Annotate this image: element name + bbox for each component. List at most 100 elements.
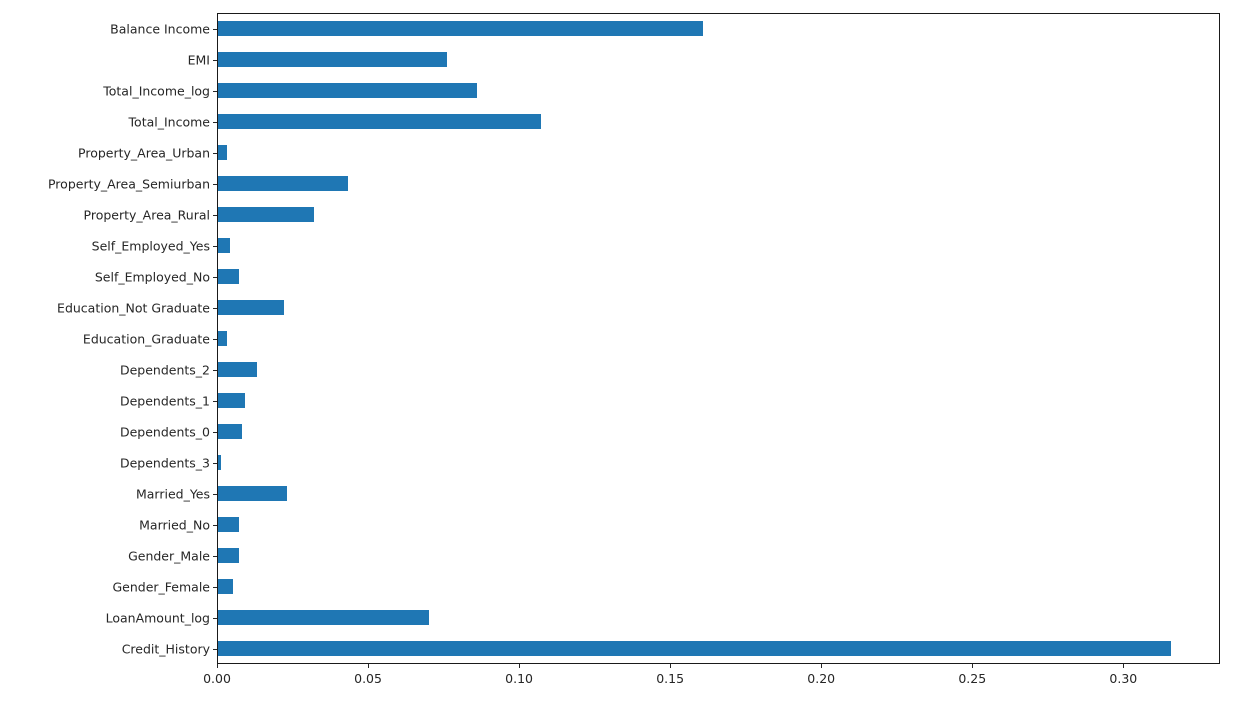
x-tick-mark xyxy=(1123,664,1125,668)
y-tick-mark xyxy=(213,431,217,433)
bar-row xyxy=(218,206,1219,223)
y-tick-label: Balance Income xyxy=(110,21,210,36)
bar-row xyxy=(218,20,1219,37)
bar-education-graduate xyxy=(218,330,228,347)
y-tick-mark xyxy=(213,307,217,309)
bar-emi xyxy=(218,51,448,68)
x-tick-mark xyxy=(519,664,521,668)
bar-row xyxy=(218,175,1219,192)
bar-row xyxy=(218,578,1219,595)
bar-loanamount-log xyxy=(218,609,430,626)
bar-total-income-log xyxy=(218,82,478,99)
bar-dependents-3 xyxy=(218,454,221,471)
x-tick-label: 0.10 xyxy=(505,671,534,686)
bar-row xyxy=(218,82,1219,99)
bar-credit-history xyxy=(218,640,1171,657)
bar-property-area-semiurban xyxy=(218,175,348,192)
y-tick-label: Self_Employed_No xyxy=(94,269,210,284)
y-tick-mark xyxy=(213,59,217,61)
bar-gender-male xyxy=(218,547,240,564)
bar-row xyxy=(218,268,1219,285)
y-tick-mark xyxy=(213,493,217,495)
y-tick-mark xyxy=(213,276,217,278)
bar-row xyxy=(218,609,1219,626)
bar-row xyxy=(218,423,1219,440)
x-tick-label: 0.25 xyxy=(958,671,987,686)
plot-area xyxy=(217,13,1220,664)
y-tick-label: Self_Employed_Yes xyxy=(91,238,210,253)
bar-self-employed-no xyxy=(218,268,240,285)
y-tick-label: Gender_Male xyxy=(128,548,210,563)
y-tick-label: Property_Area_Semiurban xyxy=(47,176,210,191)
x-tick-mark xyxy=(217,664,218,668)
y-tick-label: Gender_Female xyxy=(112,579,210,594)
y-tick-label: Education_Graduate xyxy=(82,331,210,346)
x-tick-label: 0.30 xyxy=(1109,671,1138,686)
bar-property-area-urban xyxy=(218,144,228,161)
bar-dependents-1 xyxy=(218,392,246,409)
y-tick-label: Credit_History xyxy=(121,641,210,656)
y-tick-mark xyxy=(213,214,217,216)
bar-married-yes xyxy=(218,485,288,502)
y-tick-mark xyxy=(213,369,217,371)
x-tick-label: 0.05 xyxy=(354,671,382,686)
bar-row xyxy=(218,516,1219,533)
bar-row xyxy=(218,237,1219,254)
bar-total-income xyxy=(218,113,541,130)
bar-property-area-rural xyxy=(218,206,315,223)
y-tick-mark xyxy=(213,648,217,650)
y-tick-label: EMI xyxy=(187,52,210,67)
y-tick-label: Total_Income_log xyxy=(103,83,210,98)
y-tick-label: Dependents_0 xyxy=(119,424,210,439)
y-tick-mark xyxy=(213,462,217,464)
bar-row xyxy=(218,640,1219,657)
y-tick-mark xyxy=(213,183,217,185)
y-tick-mark xyxy=(213,245,217,247)
x-tick-mark xyxy=(368,664,370,668)
y-tick-mark xyxy=(213,400,217,402)
x-tick-mark xyxy=(972,664,974,668)
y-tick-mark xyxy=(213,90,217,92)
x-tick-label: 0.00 xyxy=(203,671,231,686)
y-tick-mark xyxy=(213,586,217,588)
y-tick-label: Married_No xyxy=(139,517,210,532)
bar-balance-income xyxy=(218,20,704,37)
y-tick-label: Married_Yes xyxy=(135,486,210,501)
bar-married-no xyxy=(218,516,240,533)
bar-education-not-graduate xyxy=(218,299,285,316)
y-tick-mark xyxy=(213,524,217,526)
bar-row xyxy=(218,392,1219,409)
y-tick-label: Dependents_1 xyxy=(119,393,210,408)
y-tick-mark xyxy=(213,121,217,123)
x-tick-mark xyxy=(821,664,823,668)
y-tick-label: Education_Not Graduate xyxy=(57,300,210,315)
bar-row xyxy=(218,330,1219,347)
bar-row xyxy=(218,144,1219,161)
x-tick-mark xyxy=(670,664,672,668)
bar-self-employed-yes xyxy=(218,237,231,254)
bar-dependents-0 xyxy=(218,423,243,440)
x-tick-label: 0.20 xyxy=(807,671,836,686)
y-tick-mark xyxy=(213,338,217,340)
y-tick-mark xyxy=(213,617,217,619)
bar-row xyxy=(218,454,1219,471)
bar-row xyxy=(218,299,1219,316)
bar-row xyxy=(218,547,1219,564)
x-tick-label: 0.15 xyxy=(656,671,685,686)
y-tick-label: Total_Income xyxy=(128,114,210,129)
y-tick-label: Property_Area_Urban xyxy=(78,145,210,160)
bar-row xyxy=(218,113,1219,130)
y-tick-mark xyxy=(213,152,217,154)
bar-row xyxy=(218,361,1219,378)
y-tick-mark xyxy=(213,555,217,557)
bar-row xyxy=(218,51,1219,68)
y-tick-mark xyxy=(213,28,217,30)
y-tick-label: Property_Area_Rural xyxy=(83,207,210,222)
y-tick-label: Dependents_2 xyxy=(119,362,210,377)
bar-dependents-2 xyxy=(218,361,258,378)
y-tick-label: Dependents_3 xyxy=(119,455,210,470)
y-tick-label: LoanAmount_log xyxy=(105,610,210,625)
bar-gender-female xyxy=(218,578,234,595)
bar-row xyxy=(218,485,1219,502)
